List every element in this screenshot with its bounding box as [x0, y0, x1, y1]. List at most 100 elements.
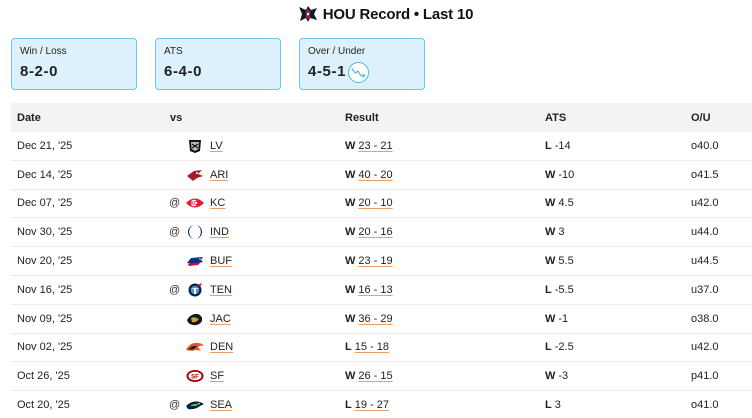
ats-cell: L -5.5: [545, 284, 574, 296]
ats-line: -10: [558, 168, 575, 181]
game-date: Nov 02, '25: [17, 341, 73, 354]
ats-outcome: W: [545, 168, 556, 181]
ats-line: -2.5: [554, 341, 574, 354]
ats-outcome: W: [545, 312, 556, 325]
score-link[interactable]: 19 - 27: [354, 399, 389, 412]
ats-cell: W -10: [545, 169, 574, 181]
over-under-card: Over / Under 4-5-1: [299, 38, 425, 90]
score-link[interactable]: 23 - 19: [358, 255, 393, 268]
over-under-value: u44.0: [691, 226, 719, 239]
opponent-link[interactable]: SF: [210, 370, 225, 383]
opponent-link[interactable]: TEN: [210, 283, 232, 296]
over-under-value: u44.5: [691, 255, 719, 268]
opponent-cell: LV: [169, 138, 223, 154]
away-indicator: @: [169, 283, 181, 296]
titans-logo-icon: [188, 282, 202, 297]
score-link[interactable]: 16 - 13: [358, 283, 393, 296]
table-row: Nov 02, '25 DEN L 15 - 18 L -2.5 u42.0: [11, 334, 752, 363]
result-cell: W 23 - 21: [345, 140, 393, 152]
over-under-value: p41.0: [691, 370, 719, 383]
opponent-link[interactable]: LV: [210, 139, 223, 152]
svg-text:KC: KC: [190, 201, 198, 207]
opponent-cell: JAC: [169, 311, 231, 327]
score-link[interactable]: 23 - 21: [358, 139, 393, 152]
cardinals-logo-icon: [187, 169, 204, 181]
opponent-link[interactable]: DEN: [210, 341, 234, 354]
score-link[interactable]: 40 - 20: [358, 168, 393, 181]
over-under-value: o38.0: [691, 312, 719, 325]
table-row: Dec 21, '25 LV W 23 - 21 L -14 o40.0: [11, 132, 752, 161]
score-link[interactable]: 20 - 10: [358, 197, 393, 210]
ats-outcome: W: [545, 226, 556, 239]
result-cell: W 16 - 13: [345, 284, 393, 296]
result-outcome: W: [345, 139, 356, 152]
over-under-value: 4-5-1: [308, 63, 347, 80]
ats-cell: L -14: [545, 140, 571, 152]
page-header: HOU Record • Last 10: [0, 3, 752, 25]
games-table: Date vs Result ATS O/U Dec 21, '25 LV W 23 …: [11, 103, 752, 418]
colts-logo-icon: [188, 225, 202, 240]
ats-cell: W -3: [545, 370, 568, 382]
result-outcome: W: [345, 283, 356, 296]
ats-line: 3: [558, 226, 565, 239]
opponent-cell: DEN: [169, 339, 233, 355]
opponent-link[interactable]: BUF: [210, 255, 232, 268]
opponent-cell: @ IND: [169, 224, 229, 240]
game-date: Nov 09, '25: [17, 312, 73, 325]
over-under-value: o41.0: [691, 399, 719, 412]
result-outcome: W: [345, 168, 356, 181]
opponent-link[interactable]: SEA: [210, 399, 233, 412]
opponent-link[interactable]: JAC: [210, 312, 231, 325]
jaguars-logo-icon: [187, 313, 203, 325]
opponent-link[interactable]: IND: [210, 226, 229, 239]
opponent-cell: @ SEA: [169, 397, 232, 413]
ats-line: 4.5: [558, 197, 574, 210]
col-ou: O/U: [691, 111, 711, 124]
result-cell: W 20 - 16: [345, 226, 393, 238]
score-link[interactable]: 26 - 15: [358, 370, 393, 383]
result-outcome: W: [345, 226, 356, 239]
game-date: Oct 26, '25: [17, 370, 70, 383]
ats-cell: L -2.5: [545, 341, 574, 353]
result-cell: W 36 - 29: [345, 313, 393, 325]
ats-cell: W -1: [545, 313, 568, 325]
over-under-value: u42.0: [691, 341, 719, 354]
win-loss-value: 8-2-0: [20, 63, 59, 80]
over-under-value: o41.5: [691, 168, 719, 181]
49ers-logo-icon: SF: [186, 370, 204, 383]
win-loss-label: Win / Loss: [20, 46, 67, 57]
ats-line: -5.5: [554, 283, 574, 296]
col-vs: vs: [170, 111, 183, 124]
away-indicator: @: [169, 226, 181, 239]
game-date: Nov 30, '25: [17, 226, 73, 239]
over-under-value: u37.0: [691, 283, 719, 296]
seahawks-logo-icon: [186, 401, 204, 410]
ats-outcome: L: [545, 283, 552, 296]
opponent-link[interactable]: ARI: [210, 168, 229, 181]
table-row: Oct 20, '25 @ SEA L 19 - 27 L 3 o41.0: [11, 391, 752, 418]
opponent-link[interactable]: KC: [210, 197, 226, 210]
broncos-logo-icon: [186, 343, 204, 352]
result-cell: W 23 - 19: [345, 255, 393, 267]
opponent-cell: @ TEN: [169, 282, 232, 298]
raiders-logo-icon: [189, 139, 201, 153]
ats-outcome: L: [545, 341, 552, 354]
chiefs-logo-icon: KC: [186, 198, 204, 208]
table-row: Nov 09, '25 JAC W 36 - 29 W -1 o38.0: [11, 305, 752, 334]
result-outcome: L: [345, 341, 352, 354]
texans-logo-icon: [298, 6, 317, 22]
table-header: Date vs Result ATS O/U: [11, 103, 752, 132]
table-row: Nov 16, '25 @ TEN W 16 - 13 L -5.5 u37.0: [11, 276, 752, 305]
game-date: Nov 16, '25: [17, 283, 73, 296]
table-body: Dec 21, '25 LV W 23 - 21 L -14 o40.0 Dec 14, '2…: [11, 132, 752, 418]
score-link[interactable]: 20 - 16: [358, 226, 393, 239]
ats-label: ATS: [164, 46, 183, 57]
score-link[interactable]: 15 - 18: [354, 341, 389, 354]
ats-line: 3: [554, 399, 561, 412]
col-ats: ATS: [545, 111, 567, 124]
ats-line: 5.5: [558, 255, 574, 268]
score-link[interactable]: 36 - 29: [358, 312, 393, 325]
game-date: Oct 20, '25: [17, 399, 70, 412]
col-result: Result: [345, 111, 379, 124]
